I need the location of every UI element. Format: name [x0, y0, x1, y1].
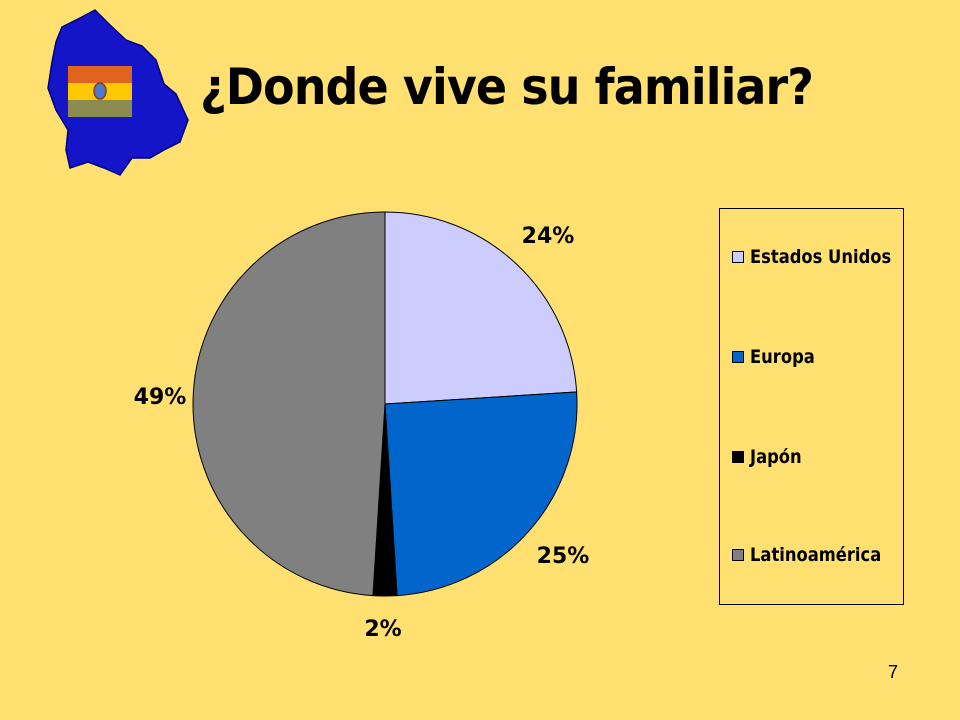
legend-label: Japón	[750, 446, 802, 468]
legend-swatch-europa	[732, 351, 744, 363]
pie-slice-latinoamerica	[192, 211, 386, 597]
pie-slice-estados-unidos	[384, 211, 578, 405]
data-label-japon: 2%	[364, 617, 401, 642]
legend-item-europa: Europa	[732, 345, 825, 369]
legend-label: Europa	[750, 346, 815, 368]
pie-slice-europa	[384, 391, 578, 597]
legend-item-latinoamerica: Latinoamérica	[732, 543, 903, 567]
data-label-europa: 25%	[537, 544, 590, 569]
legend-label: Latinoamérica	[750, 544, 882, 566]
flag-green-stripe	[68, 100, 132, 117]
data-label-latinoamerica: 49%	[134, 385, 187, 410]
legend-item-japon: Japón	[732, 445, 810, 469]
legend-item-estados-unidos: Estados Unidos	[732, 245, 914, 269]
legend-swatch-latinoamerica	[732, 549, 744, 561]
chart-legend: Estados Unidos Europa Japón Latinoaméric…	[719, 208, 904, 605]
page-number: 7	[888, 662, 899, 682]
flag-coat-of-arms-icon	[93, 82, 107, 100]
legend-swatch-japon	[732, 451, 744, 463]
legend-label: Estados Unidos	[750, 246, 892, 268]
data-label-estados-unidos: 24%	[522, 224, 575, 249]
legend-swatch-estados-unidos	[732, 251, 744, 263]
chart-title: ¿Donde vive su familiar?	[200, 58, 814, 116]
flag-red-stripe	[68, 66, 132, 83]
